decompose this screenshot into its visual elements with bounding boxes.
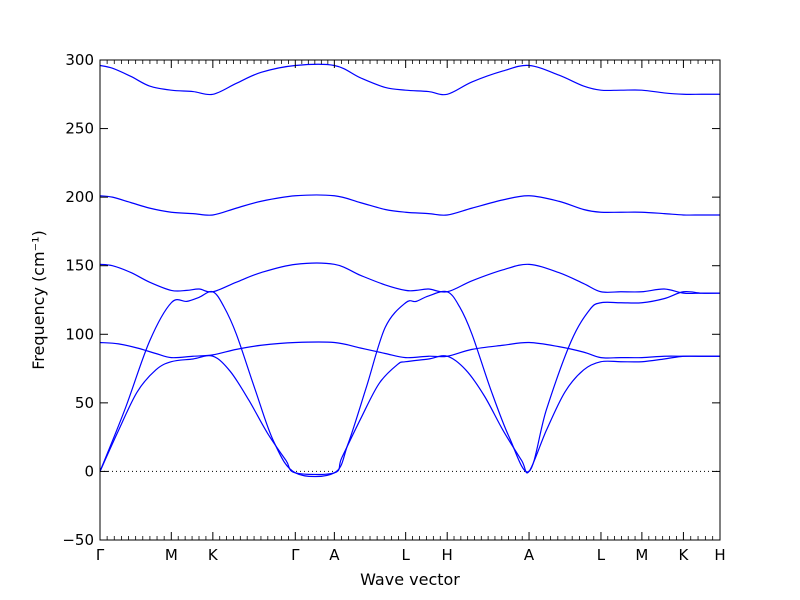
phonon-branch-6 bbox=[99, 355, 720, 476]
y-tick-label: 200 bbox=[65, 188, 94, 206]
x-tick-label: K bbox=[678, 546, 689, 564]
x-axis-label: Wave vector bbox=[360, 570, 460, 589]
x-tick-label: A bbox=[524, 546, 535, 564]
y-tick-label: 300 bbox=[65, 51, 94, 69]
x-tick-label: M bbox=[165, 546, 178, 564]
y-tick-label: 0 bbox=[84, 462, 94, 480]
x-tick-label: H bbox=[714, 546, 725, 564]
y-tick-label: 50 bbox=[75, 394, 94, 412]
y-tick-label: −50 bbox=[62, 531, 94, 549]
x-tick-label: A bbox=[329, 546, 340, 564]
y-tick-label: 250 bbox=[65, 120, 94, 138]
x-tick-label: K bbox=[208, 546, 219, 564]
phonon-branch-5 bbox=[99, 341, 720, 359]
series-group bbox=[99, 63, 721, 478]
x-tick-label: L bbox=[597, 546, 606, 564]
y-axis-label: Frequency (cm⁻¹) bbox=[29, 230, 48, 369]
x-tick-label: M bbox=[635, 546, 648, 564]
phonon-branch-1 bbox=[99, 63, 721, 96]
phonon-branch-2 bbox=[99, 194, 720, 216]
y-tick-label: 150 bbox=[65, 257, 94, 275]
phonon-branch-4 bbox=[99, 290, 721, 478]
phonon-branch-3 bbox=[99, 262, 720, 295]
plot-frame bbox=[99, 59, 721, 541]
x-tick-label: L bbox=[401, 546, 410, 564]
x-tick-label: Γ bbox=[291, 546, 300, 564]
x-tick-label: Γ bbox=[96, 546, 105, 564]
y-tick-label: 100 bbox=[65, 325, 94, 343]
x-tick-label: H bbox=[442, 546, 453, 564]
